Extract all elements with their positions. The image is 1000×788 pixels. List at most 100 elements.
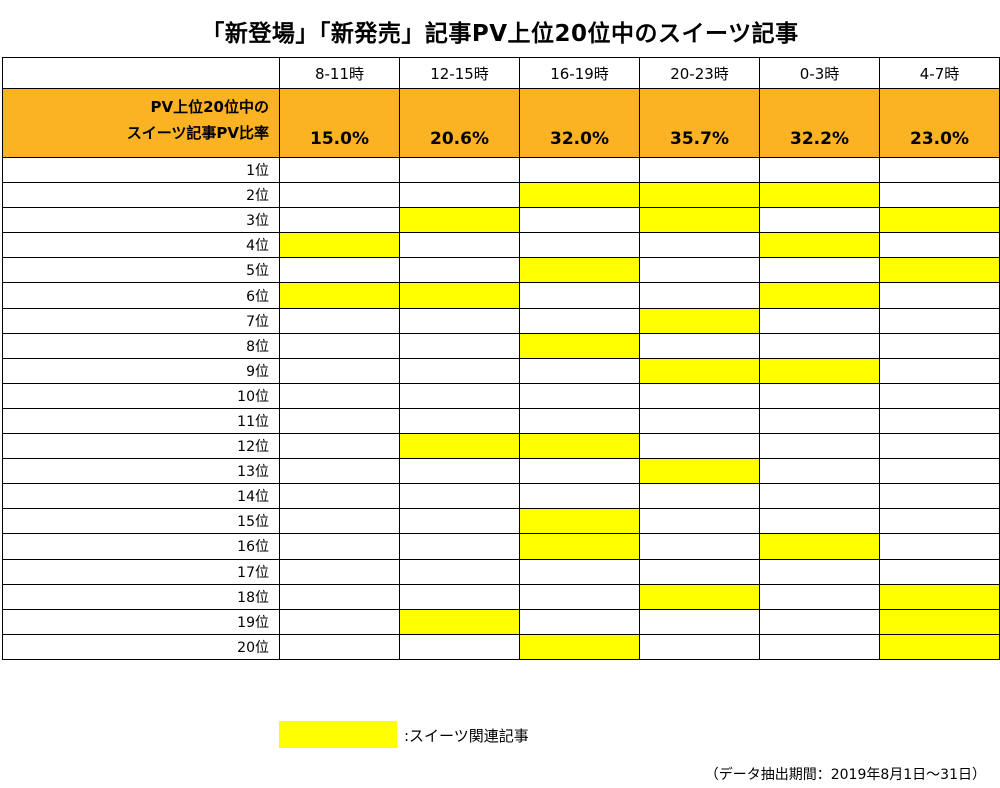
rank-label: 12位 bbox=[2, 433, 280, 460]
col-header: 8-11時 bbox=[279, 57, 400, 89]
rank-label: 6位 bbox=[2, 282, 280, 309]
sweets-article-cell bbox=[759, 357, 880, 384]
rank-cell bbox=[279, 307, 400, 334]
sweets-article-cell bbox=[759, 282, 880, 309]
sweets-article-cell bbox=[519, 433, 640, 460]
rank-cell bbox=[519, 458, 640, 485]
rank-cell bbox=[399, 407, 520, 435]
rank-cell bbox=[519, 608, 640, 635]
table-row: 11位 bbox=[2, 407, 1000, 435]
rank-cell bbox=[639, 382, 760, 409]
rank-label: 11位 bbox=[2, 407, 280, 435]
rank-cell bbox=[879, 458, 1000, 485]
rank-cell bbox=[279, 458, 400, 485]
rank-cell bbox=[519, 407, 640, 435]
rank-cell bbox=[879, 483, 1000, 510]
rank-label: 5位 bbox=[2, 257, 280, 284]
table-row: 5位 bbox=[2, 257, 1000, 284]
sweets-article-cell bbox=[879, 583, 1000, 610]
sweets-article-cell bbox=[639, 207, 760, 234]
rank-cell bbox=[759, 382, 880, 409]
sweets-article-cell bbox=[399, 433, 520, 460]
rank-cell bbox=[399, 307, 520, 334]
col-header: 16-19時 bbox=[519, 57, 640, 89]
rank-cell bbox=[759, 558, 880, 585]
table-row: 3位 bbox=[2, 207, 1000, 234]
table-row: 12位 bbox=[2, 433, 1000, 460]
rank-cell bbox=[279, 357, 400, 384]
rank-cell bbox=[519, 382, 640, 409]
sweets-article-cell bbox=[399, 608, 520, 635]
rank-cell bbox=[399, 583, 520, 610]
rank-cell bbox=[519, 207, 640, 234]
sweets-article-cell bbox=[519, 332, 640, 359]
rank-cell bbox=[279, 558, 400, 585]
rank-cell bbox=[639, 633, 760, 660]
rank-cell bbox=[879, 407, 1000, 435]
rank-cell bbox=[639, 156, 760, 184]
table-row: 10位 bbox=[2, 382, 1000, 409]
ratio-label-line2: スイーツ記事PV比率 bbox=[126, 124, 269, 142]
rank-cell bbox=[279, 332, 400, 359]
rank-cell bbox=[879, 232, 1000, 259]
table-row: 1位 bbox=[2, 156, 1000, 184]
rank-cell bbox=[639, 533, 760, 560]
rank-cell bbox=[759, 633, 880, 660]
rank-cell bbox=[279, 433, 400, 460]
rank-cell bbox=[639, 407, 760, 435]
rank-cell bbox=[519, 307, 640, 334]
sweets-article-cell bbox=[759, 232, 880, 259]
rank-label: 1位 bbox=[2, 156, 280, 184]
rank-label: 2位 bbox=[2, 182, 280, 209]
sweets-article-cell bbox=[879, 608, 1000, 635]
sweets-article-cell bbox=[399, 207, 520, 234]
rank-cell bbox=[399, 182, 520, 209]
rank-cell bbox=[879, 182, 1000, 209]
rank-cell bbox=[759, 608, 880, 635]
rank-cell bbox=[399, 257, 520, 284]
ratio-label-line1: PV上位20位中の bbox=[150, 98, 269, 116]
rank-cell bbox=[279, 483, 400, 510]
rank-label: 3位 bbox=[2, 207, 280, 234]
rank-cell bbox=[519, 483, 640, 510]
rank-cell bbox=[519, 558, 640, 585]
rank-cell bbox=[399, 633, 520, 660]
rank-cell bbox=[879, 508, 1000, 535]
ratio-value: 20.6% bbox=[399, 88, 520, 158]
rank-label: 8位 bbox=[2, 332, 280, 359]
rank-cell bbox=[879, 307, 1000, 334]
ratio-value: 35.7% bbox=[639, 88, 760, 158]
rank-label: 15位 bbox=[2, 508, 280, 535]
rank-label: 20位 bbox=[2, 633, 280, 660]
rank-cell bbox=[759, 458, 880, 485]
rank-cell bbox=[639, 232, 760, 259]
rank-cell bbox=[519, 357, 640, 384]
sweets-article-cell bbox=[519, 257, 640, 284]
rank-cell bbox=[279, 608, 400, 635]
rank-cell bbox=[399, 533, 520, 560]
legend-label: :スイーツ関連記事 bbox=[404, 727, 529, 745]
rank-cell bbox=[279, 182, 400, 209]
ratio-value: 15.0% bbox=[279, 88, 400, 158]
sweets-article-cell bbox=[759, 182, 880, 209]
sweets-article-cell bbox=[879, 257, 1000, 284]
rank-cell bbox=[759, 508, 880, 535]
rank-cell bbox=[759, 433, 880, 460]
rank-cell bbox=[279, 633, 400, 660]
rank-label: 10位 bbox=[2, 382, 280, 409]
rank-cell bbox=[399, 483, 520, 510]
table-row: 6位 bbox=[2, 282, 1000, 309]
rank-cell bbox=[759, 156, 880, 184]
rank-cell bbox=[519, 156, 640, 184]
chart-title: 「新登場」「新発売」記事PV上位20位中のスイーツ記事 bbox=[201, 21, 799, 47]
rank-cell bbox=[759, 483, 880, 510]
sweets-article-cell bbox=[879, 207, 1000, 234]
rank-label: 16位 bbox=[2, 533, 280, 560]
table-row: 18位 bbox=[2, 583, 1000, 610]
data-period-note: （データ抽出期間：2019年8月1日～31日） bbox=[704, 767, 986, 783]
table-row: 16位 bbox=[2, 533, 1000, 560]
rank-label: 14位 bbox=[2, 483, 280, 510]
ratio-row: PV上位20位中の スイーツ記事PV比率 15.0% 20.6% 32.0% 3… bbox=[2, 88, 1000, 158]
legend-swatch bbox=[279, 721, 397, 748]
rank-cell bbox=[759, 207, 880, 234]
